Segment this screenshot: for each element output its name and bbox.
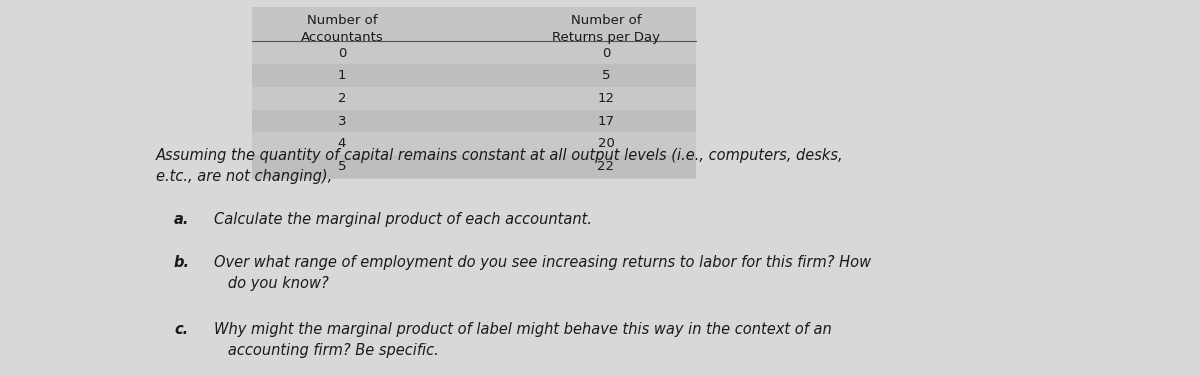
Text: c.: c.: [174, 322, 188, 337]
Text: Number of
Accountants: Number of Accountants: [301, 14, 383, 44]
Text: 1: 1: [337, 69, 347, 82]
Bar: [252, 155, 696, 178]
Text: 0: 0: [602, 47, 610, 60]
Bar: [252, 87, 696, 110]
Text: 5: 5: [601, 69, 611, 82]
Text: b.: b.: [174, 255, 190, 270]
Text: 2: 2: [337, 92, 347, 105]
Bar: [252, 110, 696, 132]
Text: Over what range of employment do you see increasing returns to labor for this fi: Over what range of employment do you see…: [214, 255, 871, 291]
Text: 4: 4: [338, 137, 346, 150]
Bar: [252, 42, 696, 64]
Text: Why might the marginal product of label might behave this way in the context of : Why might the marginal product of label …: [214, 322, 832, 358]
Text: Number of
Returns per Day: Number of Returns per Day: [552, 14, 660, 44]
Bar: [252, 7, 696, 179]
Text: Calculate the marginal product of each accountant.: Calculate the marginal product of each a…: [214, 212, 592, 227]
Text: 0: 0: [338, 47, 346, 60]
Text: 12: 12: [598, 92, 614, 105]
Text: a.: a.: [174, 212, 190, 227]
Text: 5: 5: [337, 160, 347, 173]
Text: 20: 20: [598, 137, 614, 150]
Text: 17: 17: [598, 115, 614, 127]
Bar: [252, 64, 696, 87]
Text: Assuming the quantity of capital remains constant at all output levels (i.e., co: Assuming the quantity of capital remains…: [156, 148, 844, 184]
Text: 3: 3: [337, 115, 347, 127]
Text: 22: 22: [598, 160, 614, 173]
Bar: [252, 132, 696, 155]
